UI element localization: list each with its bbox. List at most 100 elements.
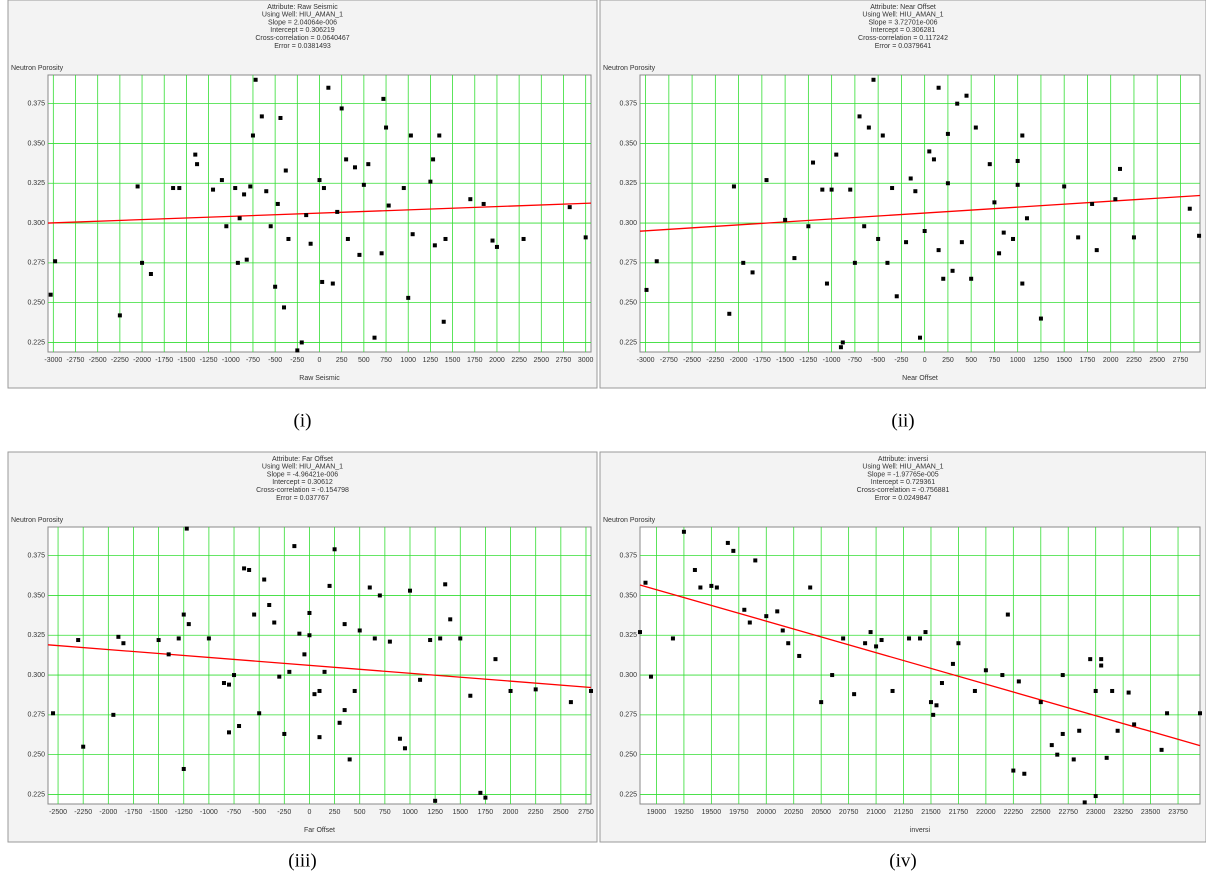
data-point [1016, 183, 1020, 187]
data-point [318, 735, 322, 739]
data-point [282, 305, 286, 309]
data-point [907, 636, 911, 640]
x-tick-label: 0 [318, 357, 322, 364]
y-tick-label: 0.250 [27, 299, 45, 306]
data-point [786, 641, 790, 645]
data-point [264, 189, 268, 193]
data-point [438, 636, 442, 640]
data-point [940, 681, 944, 685]
data-point [867, 126, 871, 130]
x-tick-label: -3000 [637, 357, 655, 364]
y-tick-label: 0.225 [619, 339, 637, 346]
data-point [931, 713, 935, 717]
data-point [409, 133, 413, 137]
data-point [403, 746, 407, 750]
y-tick-label: 0.350 [27, 592, 45, 599]
x-tick-label: -1500 [776, 357, 794, 364]
x-tick-label: 20500 [811, 809, 831, 816]
data-point [693, 568, 697, 572]
data-point [890, 186, 894, 190]
x-tick-label: 20000 [757, 809, 777, 816]
y-tick-label: 0.275 [619, 260, 637, 267]
data-point [806, 224, 810, 228]
data-point [272, 621, 276, 625]
data-point [286, 237, 290, 241]
data-point [318, 178, 322, 182]
data-point [353, 689, 357, 693]
data-point [433, 799, 437, 803]
data-point [955, 102, 959, 106]
data-point [891, 689, 895, 693]
data-point [941, 277, 945, 281]
figure: Attribute: Raw SeismicUsing Well: HIU_AM… [0, 0, 1206, 876]
x-tick-label: 22250 [1004, 809, 1024, 816]
data-point [918, 636, 922, 640]
data-point [398, 737, 402, 741]
data-point [741, 261, 745, 265]
data-point [819, 700, 823, 704]
data-point [443, 237, 447, 241]
data-point [522, 237, 526, 241]
x-tick-label: 2750 [556, 357, 572, 364]
x-tick-label: -2000 [99, 809, 117, 816]
data-point [923, 229, 927, 233]
y-tick-label: 0.275 [27, 260, 45, 267]
data-point [242, 192, 246, 196]
data-point [252, 613, 256, 617]
data-point [1000, 673, 1004, 677]
chart-title-line: Slope = 3.72701e-006 [868, 19, 937, 26]
data-point [267, 603, 271, 607]
y-tick-label: 0.300 [27, 220, 45, 227]
x-tick-label: -1000 [200, 809, 218, 816]
data-point [245, 258, 249, 262]
x-tick-label: 2250 [511, 357, 527, 364]
data-point [366, 162, 370, 166]
chart-title-line: Error = 0.037767 [276, 495, 329, 502]
data-point [1160, 748, 1164, 752]
data-point [182, 613, 186, 617]
chart-title-line: Intercept = 0.30612 [272, 479, 333, 486]
data-point [753, 558, 757, 562]
data-point [1116, 729, 1120, 733]
y-tick-label: 0.325 [619, 180, 637, 187]
data-point [373, 636, 377, 640]
data-point [220, 178, 224, 182]
data-point [182, 767, 186, 771]
chart-title-line: Cross-correlation = 0.117242 [858, 35, 948, 42]
y-tick-label: 0.275 [27, 712, 45, 719]
data-point [834, 153, 838, 157]
x-tick-label: 2500 [553, 809, 569, 816]
data-point [211, 188, 215, 192]
x-tick-label: 22750 [1059, 809, 1079, 816]
y-axis-label: Neutron Porosity [11, 517, 64, 524]
data-point [820, 188, 824, 192]
data-point [764, 614, 768, 618]
data-point [247, 568, 251, 572]
x-tick-label: 500 [358, 357, 370, 364]
data-point [951, 269, 955, 273]
data-point [765, 178, 769, 182]
data-point [406, 296, 410, 300]
data-point [932, 157, 936, 161]
data-point [1050, 743, 1054, 747]
x-tick-label: -3000 [44, 357, 62, 364]
y-tick-label: 0.225 [27, 339, 45, 346]
x-tick-label: -2750 [660, 357, 678, 364]
data-point [946, 181, 950, 185]
data-point [1006, 613, 1010, 617]
chart-title-line: Error = 0.0379641 [875, 43, 932, 50]
data-point [839, 345, 843, 349]
panel-caption: (iv) [889, 850, 916, 871]
data-point [1022, 772, 1026, 776]
data-point [1110, 689, 1114, 693]
data-point [140, 261, 144, 265]
x-tick-label: 1250 [427, 809, 443, 816]
data-point [852, 692, 856, 696]
data-point [493, 657, 497, 661]
data-point [458, 636, 462, 640]
x-tick-label: -500 [252, 809, 266, 816]
data-point [973, 689, 977, 693]
data-point [1132, 235, 1136, 239]
x-tick-label: -1250 [175, 809, 193, 816]
data-point [251, 133, 255, 137]
